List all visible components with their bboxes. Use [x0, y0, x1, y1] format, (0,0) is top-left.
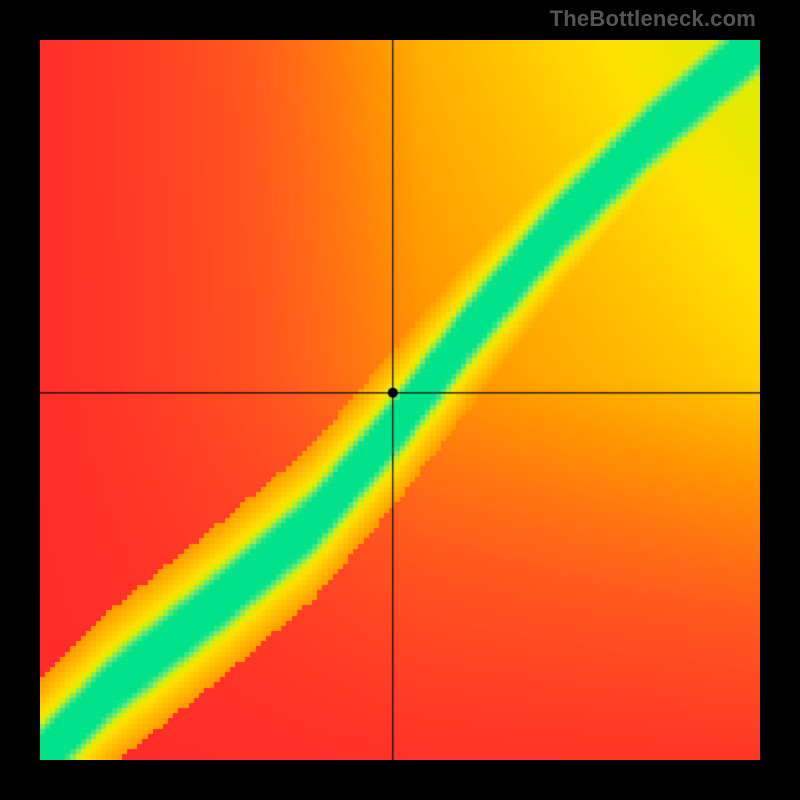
frame: TheBottleneck.com	[0, 0, 800, 800]
watermark-text: TheBottleneck.com	[550, 6, 756, 32]
plot-area	[40, 40, 760, 760]
heatmap-canvas	[40, 40, 760, 760]
